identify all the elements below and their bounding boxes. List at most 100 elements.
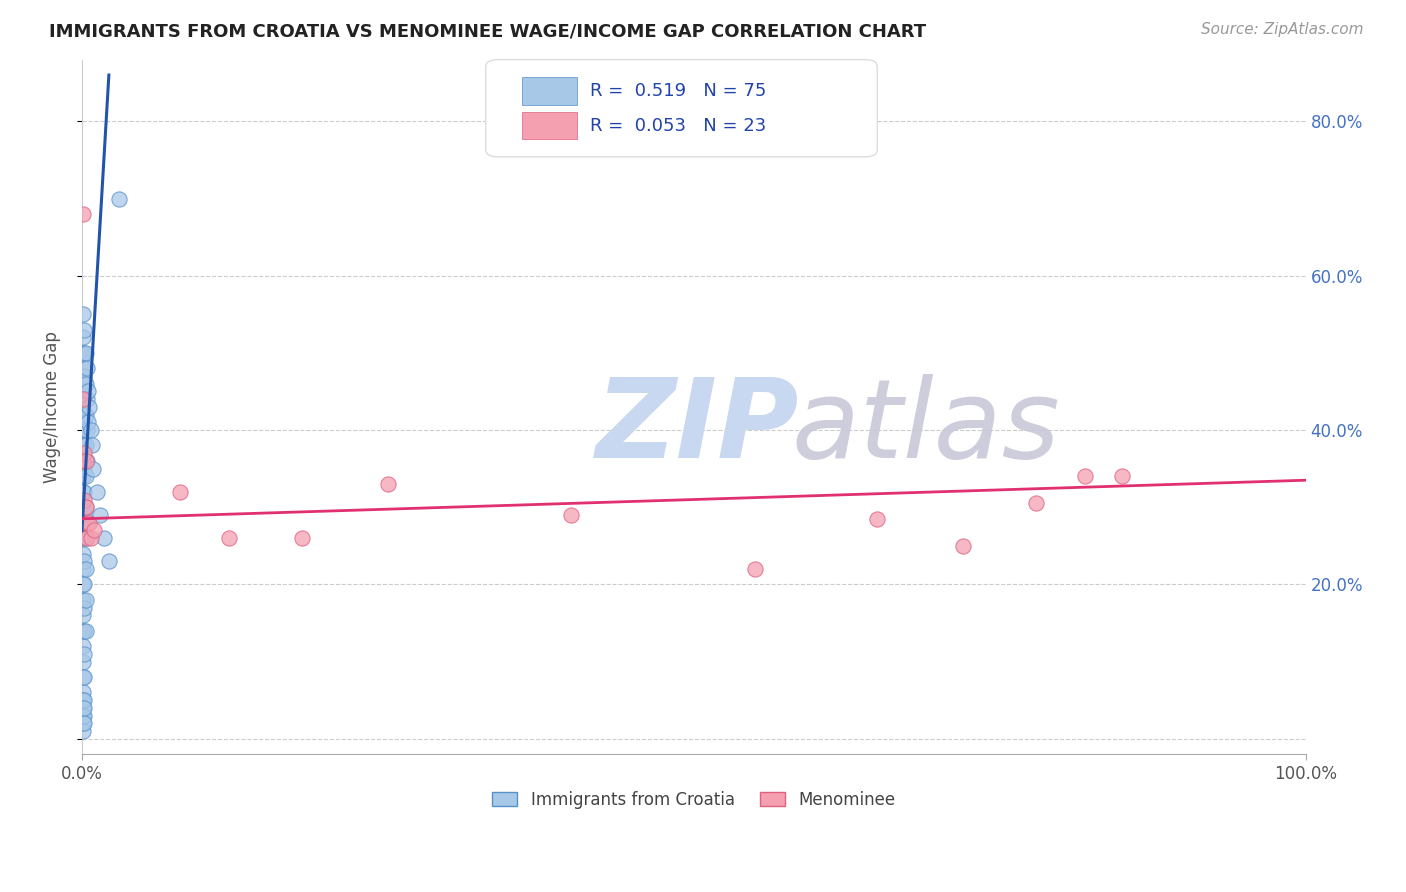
Point xyxy=(73,484,96,499)
Point xyxy=(72,624,94,638)
Point xyxy=(72,376,94,391)
Point xyxy=(77,415,100,429)
Point xyxy=(72,469,94,483)
Point xyxy=(377,477,399,491)
Point xyxy=(75,346,97,360)
Point xyxy=(73,446,96,460)
Point xyxy=(72,307,94,321)
Point xyxy=(73,716,96,731)
Point xyxy=(73,554,96,568)
Point xyxy=(72,608,94,623)
Point xyxy=(73,701,96,715)
Point xyxy=(75,408,97,422)
Point xyxy=(76,531,98,545)
Point xyxy=(72,716,94,731)
Point xyxy=(72,693,94,707)
Point xyxy=(73,369,96,384)
Point xyxy=(72,484,94,499)
Text: R =  0.053   N = 23: R = 0.053 N = 23 xyxy=(589,117,766,135)
Point xyxy=(560,508,582,522)
Point xyxy=(75,500,97,515)
Point xyxy=(952,539,974,553)
Point xyxy=(93,531,115,545)
Point xyxy=(72,685,94,699)
Point xyxy=(72,724,94,739)
Point xyxy=(73,600,96,615)
Point xyxy=(73,624,96,638)
Point xyxy=(79,516,101,530)
Point xyxy=(97,554,120,568)
FancyBboxPatch shape xyxy=(523,112,578,139)
Point xyxy=(72,655,94,669)
Point xyxy=(72,562,94,576)
Point xyxy=(73,415,96,429)
Point xyxy=(72,531,94,545)
Point xyxy=(72,592,94,607)
Point xyxy=(72,346,94,360)
Point xyxy=(72,454,94,468)
Point xyxy=(76,361,98,376)
Point xyxy=(73,647,96,661)
Point xyxy=(75,592,97,607)
Point xyxy=(79,423,101,437)
Point xyxy=(291,531,314,545)
Point xyxy=(72,701,94,715)
Point xyxy=(73,508,96,522)
Text: R =  0.519   N = 75: R = 0.519 N = 75 xyxy=(589,82,766,100)
Point xyxy=(75,531,97,545)
Point xyxy=(72,392,94,407)
Point xyxy=(73,492,96,507)
Point xyxy=(75,500,97,515)
Point xyxy=(73,708,96,723)
Point xyxy=(73,531,96,545)
Point xyxy=(75,438,97,452)
Point xyxy=(72,500,94,515)
Point xyxy=(744,562,766,576)
Point xyxy=(1111,469,1133,483)
Point xyxy=(72,207,94,221)
Point xyxy=(73,346,96,360)
Point xyxy=(72,708,94,723)
Y-axis label: Wage/Income Gap: Wage/Income Gap xyxy=(44,331,60,483)
Point xyxy=(76,423,98,437)
Point xyxy=(73,438,96,452)
Point xyxy=(73,670,96,684)
Point xyxy=(76,392,98,407)
Point xyxy=(73,461,96,475)
Point xyxy=(75,624,97,638)
Point xyxy=(75,469,97,483)
Point xyxy=(73,323,96,337)
Point xyxy=(72,577,94,591)
Point xyxy=(86,484,108,499)
Point xyxy=(169,484,191,499)
Point xyxy=(73,693,96,707)
Point xyxy=(72,361,94,376)
Point xyxy=(72,547,94,561)
Text: ZIP: ZIP xyxy=(596,375,800,482)
Point xyxy=(75,376,97,391)
Point xyxy=(107,192,129,206)
Point xyxy=(72,392,94,407)
Point xyxy=(79,400,101,414)
Point xyxy=(1074,469,1097,483)
FancyBboxPatch shape xyxy=(485,60,877,157)
Point xyxy=(72,330,94,344)
Text: Source: ZipAtlas.com: Source: ZipAtlas.com xyxy=(1201,22,1364,37)
Point xyxy=(218,531,240,545)
Point xyxy=(73,392,96,407)
Point xyxy=(83,524,105,538)
Point xyxy=(72,639,94,653)
Point xyxy=(75,454,97,468)
Point xyxy=(89,508,111,522)
Point xyxy=(72,516,94,530)
Point xyxy=(72,670,94,684)
Point xyxy=(72,408,94,422)
Point xyxy=(72,423,94,437)
Point xyxy=(866,512,889,526)
Text: atlas: atlas xyxy=(792,375,1060,482)
Point xyxy=(80,438,103,452)
Point xyxy=(82,461,104,475)
Point xyxy=(76,454,98,468)
Point xyxy=(76,516,98,530)
Text: IMMIGRANTS FROM CROATIA VS MENOMINEE WAGE/INCOME GAP CORRELATION CHART: IMMIGRANTS FROM CROATIA VS MENOMINEE WAG… xyxy=(49,22,927,40)
